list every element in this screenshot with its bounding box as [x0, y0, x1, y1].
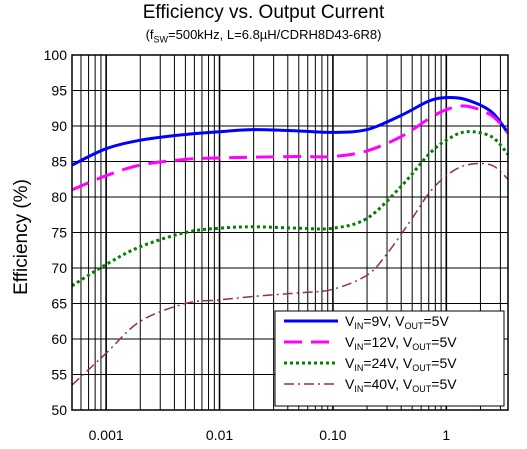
x-tick-labels: 0.001 0.01 0.10 1 — [89, 427, 451, 443]
y-tick-label: 50 — [51, 402, 67, 418]
series-line-1 — [71, 96, 510, 167]
legend-label-part: V — [345, 334, 355, 350]
legend-label-part: =9V, V — [363, 313, 405, 329]
series-line-3 — [71, 130, 510, 288]
x-tick-label: 0.01 — [206, 427, 233, 443]
y-tick-label: 95 — [51, 83, 67, 99]
series-line-2 — [71, 104, 510, 192]
plot-frame — [71, 54, 509, 411]
y-tick-labels: 50 55 60 65 70 75 80 85 90 95 100 — [44, 47, 68, 418]
legend-label-part: =40V, V — [363, 376, 413, 392]
legend-label-4: VIN=40V, VOUT=5V — [345, 376, 457, 394]
plot-border — [71, 54, 509, 411]
legend-label-part: IN — [354, 321, 363, 331]
x-tick-label: 0.10 — [319, 427, 346, 443]
legend-label-part: IN — [354, 342, 363, 352]
x-tick-label: 1 — [442, 427, 450, 443]
legend-label-part: IN — [354, 363, 363, 373]
subtitle-part: =500kHz, L=6.8µH/CDRH8D43-6R8) — [168, 27, 382, 42]
legend-label-part: =12V, V — [363, 334, 413, 350]
legend-label-part: OUT — [412, 384, 432, 394]
legend-label-part: =5V — [423, 313, 449, 329]
y-axis-label: Efficiency (%) — [11, 179, 32, 295]
legend-label-part: OUT — [404, 321, 424, 331]
subtitle-sub: SW — [153, 34, 169, 45]
legend-label-part: V — [345, 313, 355, 329]
legend-label-part: OUT — [412, 363, 432, 373]
legend-label-part: =5V — [431, 355, 457, 371]
chart-series — [71, 96, 510, 386]
legend-label-2: VIN=12V, VOUT=5V — [345, 334, 457, 352]
legend-label-3: VIN=24V, VOUT=5V — [345, 355, 457, 373]
legend-label-part: =24V, V — [363, 355, 413, 371]
y-tick-label: 90 — [51, 118, 67, 134]
chart-title: Efficiency vs. Output Current — [142, 2, 385, 23]
x-tick-label: 0.001 — [89, 427, 124, 443]
legend-label-part: =5V — [431, 376, 457, 392]
y-tick-label: 55 — [51, 367, 67, 383]
legend-label-part: V — [345, 355, 355, 371]
y-tick-label: 65 — [51, 296, 67, 312]
legend-label-part: V — [345, 376, 355, 392]
legend-box — [274, 310, 505, 407]
subtitle-part: (f — [145, 27, 154, 42]
y-tick-label: 85 — [51, 154, 67, 170]
y-tick-label: 60 — [51, 331, 67, 347]
chart-subtitle: (fSW=500kHz, L=6.8µH/CDRH8D43-6R8) — [0, 27, 527, 45]
legend-label-1: VIN=9V, VOUT=5V — [345, 313, 449, 331]
y-tick-label: 70 — [51, 260, 67, 276]
y-tick-label: 75 — [51, 225, 67, 241]
legend-label-part: =5V — [431, 334, 457, 350]
y-tick-label: 100 — [44, 47, 68, 63]
legend-label-part: IN — [354, 384, 363, 394]
series-line-4 — [71, 162, 509, 386]
y-tick-label: 80 — [51, 189, 67, 205]
legend-label-part: OUT — [412, 342, 432, 352]
